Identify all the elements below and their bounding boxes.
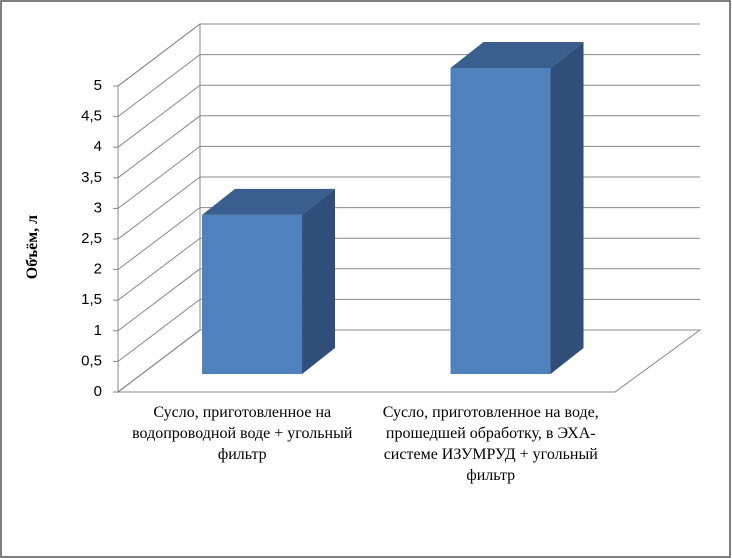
y-tick-label: 2,5 bbox=[81, 230, 102, 247]
bar-side bbox=[550, 42, 584, 375]
y-axis-label: Объём, л bbox=[24, 214, 41, 280]
y-tick-label: 0 bbox=[94, 383, 102, 400]
bar-top bbox=[202, 188, 336, 215]
y-tick-label: 1 bbox=[94, 322, 102, 339]
bar-top bbox=[450, 42, 584, 69]
grid-line bbox=[117, 23, 700, 87]
y-tick-label: 1,5 bbox=[81, 291, 102, 308]
y-tick-label: 3,5 bbox=[81, 169, 102, 186]
y-tick-label: 5 bbox=[94, 77, 102, 94]
y-tick-label: 4 bbox=[94, 138, 102, 155]
x-tick-label: Сусло, приготовленное на водопроводной в… bbox=[132, 404, 353, 463]
y-tick-label: 2 bbox=[94, 261, 102, 278]
bar-side bbox=[302, 188, 336, 375]
y-tick-label: 0,5 bbox=[81, 352, 102, 369]
y-tick-label: 4,5 bbox=[81, 108, 102, 125]
bar bbox=[450, 68, 551, 375]
x-tick-label: Сусло, приготовленное на воде, прошедшей… bbox=[382, 404, 599, 484]
y-tick-label: 3 bbox=[94, 199, 102, 216]
bar bbox=[202, 214, 303, 375]
